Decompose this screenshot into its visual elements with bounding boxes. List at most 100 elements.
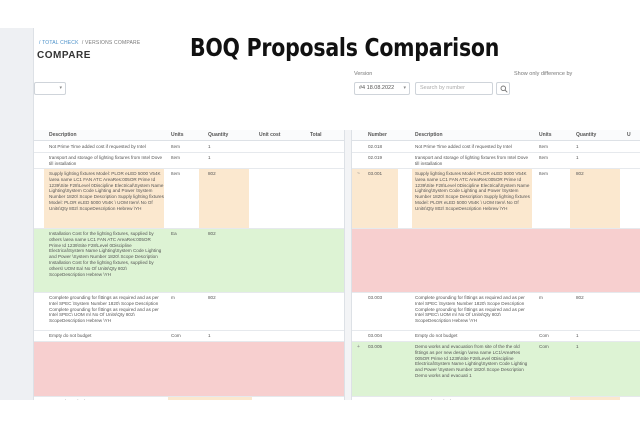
version-label: Version (354, 71, 373, 77)
table-row[interactable] (352, 229, 640, 293)
row-units: Item (171, 399, 203, 400)
row-units: Com (171, 333, 181, 338)
row-number: 03.006 (368, 399, 410, 400)
row-units: Com (539, 333, 549, 338)
compare-sheet: / TOTAL CHECK / VERSIONS COMPARE COMPARE… (34, 28, 640, 400)
col-units[interactable]: Units (539, 132, 552, 138)
row-units: Ea (171, 231, 177, 236)
left-table-header: Description Units Quantity Unit cost Tot… (34, 130, 344, 141)
row-number: 03.004 (368, 333, 383, 338)
row-description: Complete grounding for fittings as requi… (49, 295, 159, 324)
table-row[interactable]: 03.003 Complete grounding for fittings as… (352, 293, 640, 331)
table-splitter[interactable] (344, 130, 352, 400)
row-number: 03.005 (368, 344, 383, 349)
row-quantity: 1 (576, 344, 579, 349)
col-unit-cost[interactable]: U (627, 132, 631, 138)
page-title: COMPARE (37, 50, 91, 61)
difference-filter-label: Show only difference by (514, 71, 573, 77)
row-units: m (539, 295, 543, 300)
table-row[interactable]: 03.004 Empty do not budget Com 1 (352, 331, 640, 342)
row-quantity: 1 (576, 333, 579, 338)
col-units[interactable]: Units (171, 132, 184, 138)
row-units: Item (539, 171, 548, 176)
row-units: Com (539, 344, 549, 349)
chevron-down-icon: ▾ (59, 85, 62, 91)
changed-highlight (44, 169, 164, 228)
col-total[interactable]: Total (310, 132, 322, 138)
version-select-value: #4 18.08.2022 (359, 85, 395, 91)
row-units: Item (171, 144, 180, 149)
table-row[interactable]: Installation Cost for the lighting fixtu… (34, 229, 344, 293)
table-row[interactable]: ~03.001 Supply lighting fixtures Model: P… (352, 169, 640, 229)
row-units: Item (171, 155, 180, 160)
table-row[interactable]: +03.005 Demo works and evacuation from si… (352, 342, 640, 397)
changed-highlight (352, 169, 398, 228)
bottom-margin (0, 400, 640, 427)
search-button[interactable] (496, 82, 510, 95)
table-row[interactable]: 02.019 transport and storage of lighting … (352, 153, 640, 169)
col-quantity[interactable]: Quantity (208, 132, 229, 138)
changed-highlight (570, 397, 620, 400)
row-quantity: 802 (208, 295, 216, 300)
table-row[interactable]: 02.018 Not Prime Time added cost if reque… (352, 142, 640, 153)
change-marker-icon: + (357, 344, 360, 350)
table-row[interactable]: Not Prime Time added cost if requested b… (34, 142, 344, 153)
row-units: Com (539, 399, 571, 400)
col-quantity[interactable]: Quantity (576, 132, 597, 138)
table-row[interactable]: Supply lighting fixtures Model: PLOR eLE… (34, 169, 344, 229)
table-row[interactable]: Complete grounding for fittings as requi… (34, 293, 344, 331)
row-description: Empty do not budget (415, 399, 533, 400)
row-description: transport and storage of lighting fixtur… (49, 155, 163, 166)
chevron-down-icon: ▾ (403, 85, 406, 91)
row-units: m (171, 295, 175, 300)
col-description[interactable]: Description (415, 132, 443, 138)
row-quantity: 802 (208, 171, 216, 176)
row-number: 02.018 (368, 144, 383, 149)
breadcrumb-total-check[interactable]: / TOTAL CHECK (39, 40, 79, 46)
row-number: 03.001 (368, 171, 383, 176)
table-row[interactable]: 03.006 Empty do not budget Com 1 (352, 397, 640, 400)
row-units: Item (539, 155, 548, 160)
table-row[interactable] (34, 342, 344, 397)
col-description[interactable]: Description (49, 132, 77, 138)
row-quantity: 802 (576, 171, 584, 176)
row-units: Item (539, 144, 548, 149)
changed-highlight (168, 397, 252, 400)
row-number: 02.019 (368, 155, 383, 160)
change-marker-icon: ~ (357, 171, 360, 177)
row-quantity: 1 (576, 155, 579, 160)
row-description: Not Prime Time added cost if requested b… (415, 144, 512, 149)
changed-highlight (412, 169, 532, 228)
version-select[interactable]: #4 18.08.2022 ▾ (354, 82, 410, 95)
row-quantity: 1 (208, 399, 253, 400)
row-quantity: 1 (576, 144, 579, 149)
table-row[interactable]: Empty do not budget Com 1 (34, 331, 344, 342)
row-description: Supply lighting fixtures Model: PLOR eLE… (49, 171, 164, 211)
col-unit-cost[interactable]: Unit cost (259, 132, 281, 138)
col-number[interactable]: Number (368, 132, 387, 138)
search-icon (500, 85, 508, 93)
breadcrumb: / TOTAL CHECK / VERSIONS COMPARE (39, 40, 140, 46)
row-quantity: 1 (576, 399, 621, 400)
row-description: Empty do not budget (49, 399, 164, 400)
row-number: 03.003 (368, 295, 383, 300)
row-quantity: 802 (208, 231, 216, 236)
right-table-header: Number Description Units Quantity U (352, 130, 640, 141)
left-version-select[interactable]: ▾ (34, 82, 66, 95)
left-sidebar-strip (0, 28, 34, 400)
row-quantity: 1 (208, 155, 211, 160)
overlay-title: BOQ Proposals Comparison (190, 33, 500, 62)
breadcrumb-versions-compare[interactable]: / VERSIONS COMPARE (81, 40, 141, 46)
table-row[interactable]: transport and storage of lighting fixtur… (34, 153, 344, 169)
row-description: transport and storage of lighting fixtur… (415, 155, 529, 166)
row-description: Empty do not budget (49, 333, 92, 338)
search-number-input[interactable]: Search by number (415, 82, 493, 95)
row-description: Empty do not budget (415, 333, 458, 338)
row-units: Item (171, 171, 180, 176)
table-row[interactable]: Empty do not budget Item 1 (34, 397, 344, 400)
row-description: Demo works and evacuation from site of t… (415, 344, 528, 378)
changed-highlight (199, 169, 249, 228)
row-description: Complete grounding for fittings as requi… (415, 295, 525, 324)
row-description: Supply lighting fixtures Model: PLOR eLE… (415, 171, 530, 211)
